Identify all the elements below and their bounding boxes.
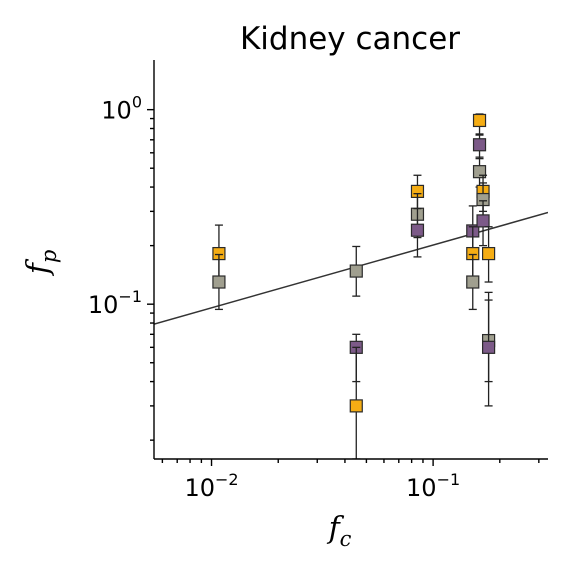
square-marker (349, 264, 363, 278)
plot-area (154, 113, 548, 459)
x-axis-ticks: 10−2 10−1 (161, 459, 540, 502)
data-point (481, 226, 496, 283)
data-point (349, 245, 363, 297)
data-point (212, 253, 226, 311)
tick-exponent: 0 (132, 93, 142, 112)
x-tick-label: 10−1 (406, 470, 460, 502)
tick-base: 10 (184, 474, 215, 502)
square-marker (472, 138, 487, 152)
tick-base: 10 (406, 474, 437, 502)
x-axis-label-sub: c (340, 527, 352, 551)
tick-base: 10 (101, 97, 132, 125)
square-marker (410, 223, 425, 237)
square-marker (349, 399, 363, 413)
data-point (349, 346, 363, 459)
x-tick-label: 10−2 (184, 470, 238, 502)
square-marker (212, 275, 226, 289)
y-axis-label: fp (21, 250, 61, 277)
y-axis-label-sub: p (37, 250, 61, 263)
square-marker (472, 113, 487, 128)
square-marker (476, 214, 490, 228)
square-marker (466, 275, 480, 289)
tick-exponent: −2 (215, 470, 239, 489)
chart-title: Kidney cancer (240, 21, 460, 57)
data-point (466, 253, 480, 311)
x-axis-label: fc (327, 511, 352, 551)
y-tick-label: 10−1 (88, 287, 142, 319)
data-point (476, 200, 490, 247)
tick-base: 10 (88, 291, 119, 319)
data-point (472, 113, 487, 135)
data-point (410, 207, 425, 258)
y-tick-label: 100 (101, 93, 142, 125)
tick-exponent: −1 (437, 470, 461, 489)
data-point (472, 134, 487, 160)
square-marker (481, 246, 496, 261)
data-point (481, 291, 496, 407)
tick-exponent: −1 (118, 287, 142, 306)
square-marker (481, 340, 496, 354)
